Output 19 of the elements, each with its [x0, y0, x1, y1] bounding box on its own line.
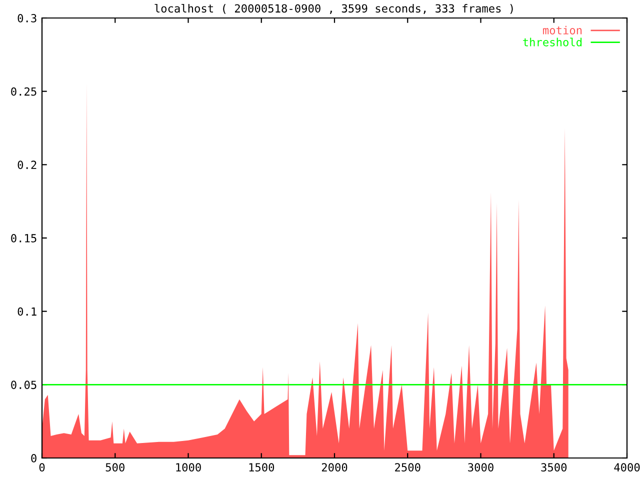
y-tick-label: 0	[31, 454, 36, 462]
legend-label: motion	[543, 26, 582, 34]
chart-title: localhost ( 20000518-0900 , 3599 seconds, 333 frames )	[154, 4, 513, 14]
x-tick-label: 3500	[541, 463, 567, 472]
x-tick-label: 1000	[176, 463, 201, 472]
y-tick-label: 0.2	[18, 160, 36, 170]
x-tick-label: 4000	[614, 463, 640, 472]
x-tick-label: 500	[106, 463, 124, 472]
y-tick-label: 0.3	[18, 14, 36, 22]
legend-label: threshold	[523, 38, 582, 46]
x-tick-label: 0	[39, 463, 45, 472]
y-tick-label: 0.15	[11, 234, 36, 242]
y-tick-label: 0.05	[11, 380, 36, 390]
x-tick-label: 3000	[468, 463, 494, 472]
y-tick-label: 0.1	[18, 307, 36, 316]
x-tick-label: 1500	[249, 463, 274, 472]
x-tick-label: 2000	[322, 463, 348, 472]
y-tick-label: 0.25	[11, 87, 36, 96]
x-tick-label: 2500	[395, 463, 420, 472]
